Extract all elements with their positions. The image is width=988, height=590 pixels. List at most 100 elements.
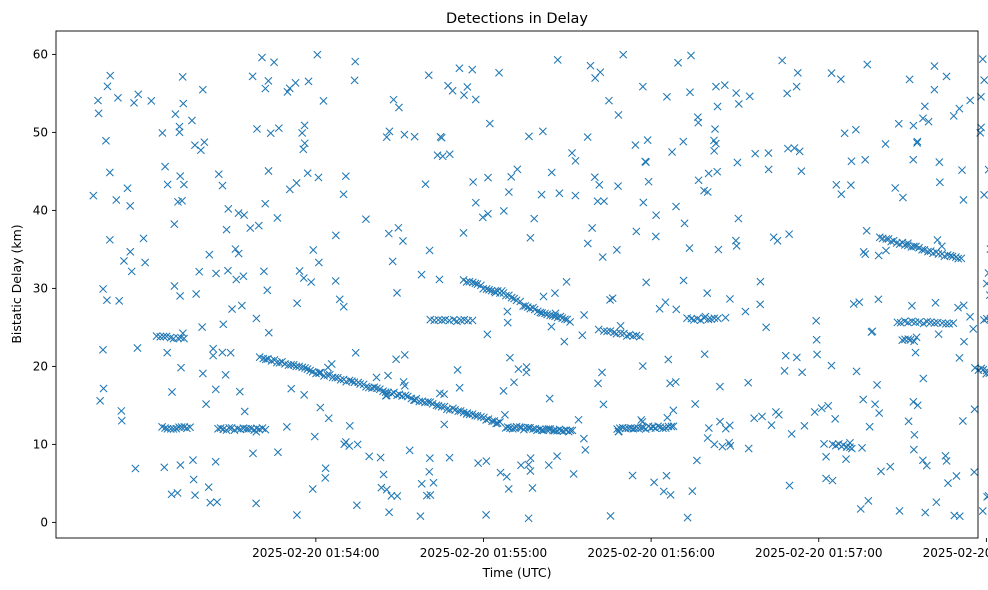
data-point xyxy=(314,258,323,267)
data-point xyxy=(261,199,270,208)
data-point xyxy=(99,384,108,393)
data-point xyxy=(252,427,261,436)
data-point xyxy=(429,478,438,487)
data-point xyxy=(842,455,851,464)
data-point xyxy=(195,267,204,276)
data-point xyxy=(488,417,497,426)
data-point xyxy=(455,383,464,392)
data-point xyxy=(417,270,426,279)
data-point xyxy=(846,181,855,190)
x-tick-label: 2025-02-20 01:58:00 xyxy=(923,546,988,560)
data-point xyxy=(750,414,759,423)
data-point xyxy=(574,415,583,424)
data-point xyxy=(744,444,753,453)
data-point xyxy=(161,162,170,171)
data-point xyxy=(372,384,381,393)
data-point xyxy=(679,137,688,146)
data-point xyxy=(598,368,606,377)
data-point xyxy=(200,138,209,147)
data-point xyxy=(555,189,564,198)
data-point xyxy=(261,84,270,93)
data-point xyxy=(345,442,354,450)
data-point xyxy=(218,348,227,357)
data-point xyxy=(437,402,446,411)
data-point xyxy=(847,157,856,166)
x-tick-label: 2025-02-20 01:55:00 xyxy=(420,546,547,560)
data-point xyxy=(876,467,885,476)
data-point xyxy=(440,390,449,399)
data-point xyxy=(918,245,927,254)
data-point xyxy=(578,331,587,340)
data-point xyxy=(842,443,851,451)
data-point xyxy=(205,250,214,259)
data-point xyxy=(263,354,272,363)
data-point xyxy=(352,501,361,510)
data-point xyxy=(638,362,647,371)
x-axis-label: Time (UTC) xyxy=(481,565,551,580)
data-point xyxy=(874,295,883,304)
data-point xyxy=(910,337,919,346)
data-point xyxy=(558,314,567,323)
data-point xyxy=(639,198,648,207)
data-point xyxy=(492,419,501,428)
data-point xyxy=(931,298,940,307)
data-point xyxy=(351,348,360,357)
data-point xyxy=(859,247,868,256)
data-point xyxy=(293,299,302,308)
data-point xyxy=(919,374,928,383)
data-point xyxy=(932,498,941,507)
data-point xyxy=(425,454,434,463)
data-point xyxy=(642,278,651,287)
data-point xyxy=(209,351,218,360)
data-point xyxy=(771,407,780,416)
data-point xyxy=(471,198,480,207)
data-point xyxy=(614,110,623,119)
x-tick-label: 2025-02-20 01:57:00 xyxy=(755,546,882,560)
data-point xyxy=(299,274,308,283)
data-point xyxy=(969,324,978,333)
data-point xyxy=(170,220,179,229)
data-point xyxy=(321,473,330,482)
data-point xyxy=(117,416,126,425)
data-point xyxy=(384,229,393,238)
data-point xyxy=(852,367,861,376)
data-point xyxy=(882,246,890,255)
data-point xyxy=(176,461,185,470)
data-point xyxy=(978,507,987,515)
data-point xyxy=(711,82,720,91)
y-tick-label: 20 xyxy=(33,359,48,373)
y-tick-label: 40 xyxy=(33,203,48,217)
data-point xyxy=(538,127,547,136)
data-point xyxy=(662,471,671,480)
data-point xyxy=(855,298,864,307)
data-point xyxy=(667,422,676,431)
data-point xyxy=(500,410,509,419)
data-point xyxy=(176,291,185,300)
data-point xyxy=(616,321,625,330)
data-point xyxy=(598,253,607,262)
data-point xyxy=(758,412,766,421)
data-point xyxy=(465,277,474,286)
data-point xyxy=(131,464,140,473)
data-point xyxy=(912,333,921,342)
data-point xyxy=(873,380,882,389)
data-point xyxy=(909,155,918,164)
data-point xyxy=(930,62,939,71)
data-point xyxy=(231,245,240,254)
data-point xyxy=(394,223,403,232)
data-point xyxy=(376,453,385,462)
data-point xyxy=(966,96,975,105)
data-point xyxy=(944,479,952,488)
data-point xyxy=(89,191,98,200)
data-point xyxy=(545,394,554,403)
data-point xyxy=(923,247,932,256)
data-point xyxy=(970,468,979,477)
data-point xyxy=(583,239,592,248)
data-point xyxy=(258,53,266,62)
data-point xyxy=(139,234,148,243)
data-point xyxy=(507,293,516,302)
data-point xyxy=(970,363,979,372)
data-point xyxy=(252,499,261,508)
data-point xyxy=(713,167,722,176)
data-point xyxy=(507,172,516,181)
